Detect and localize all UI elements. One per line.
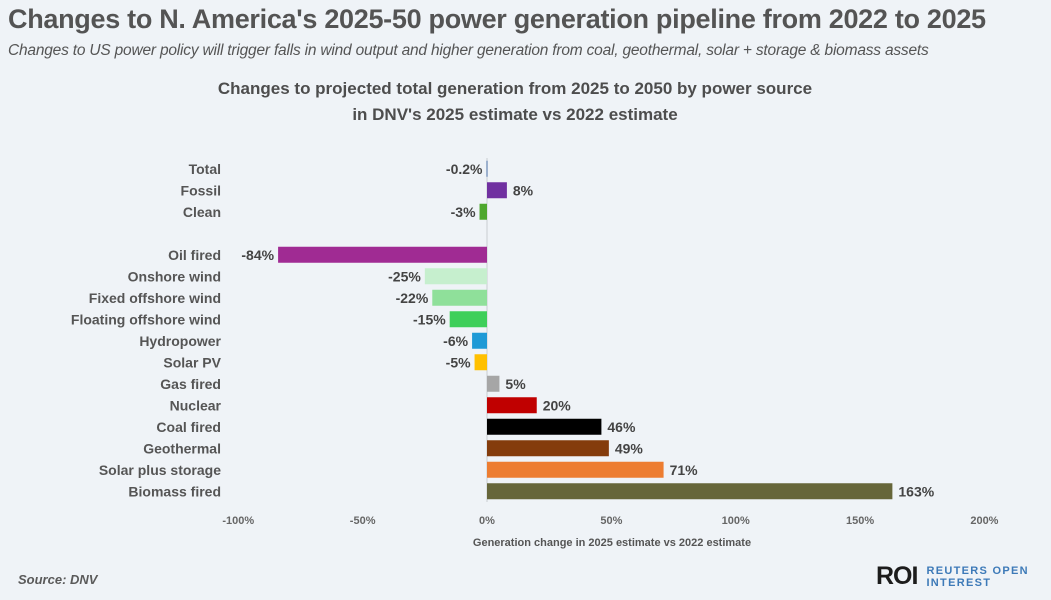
x-ticks-group: -100% -50% 0% 50% 100% 150% 200%	[222, 515, 998, 527]
value-labels-group: -0.2% 8% -3% -84% -25% -22% -15% -6% -5% 5% 20% 46%…	[241, 161, 934, 500]
data-label: 5%	[505, 376, 526, 392]
bar	[449, 311, 487, 328]
bar	[487, 440, 609, 457]
category-label: Oil fired	[168, 247, 221, 263]
data-label: -84%	[241, 247, 274, 263]
logo-line-1: REUTERS OPEN	[926, 564, 1029, 577]
x-axis-title: Generation change in 2025 estimate vs 20…	[473, 537, 751, 549]
bar	[487, 483, 893, 500]
x-tick-label: 200%	[970, 515, 998, 527]
logo-line-2: INTEREST	[926, 576, 992, 589]
category-label: Onshore wind	[128, 268, 221, 284]
category-label: Total	[189, 161, 221, 177]
category-label: Solar PV	[163, 354, 221, 370]
category-label: Solar plus storage	[99, 462, 221, 478]
chart-subtitle: in DNV's 2025 estimate vs 2022 estimate	[352, 105, 678, 124]
data-label: -5%	[446, 354, 471, 370]
bar	[278, 246, 487, 263]
data-label: 46%	[607, 419, 636, 435]
data-label: -22%	[396, 290, 429, 306]
x-tick-label: 100%	[722, 515, 750, 527]
data-label: -25%	[388, 268, 421, 284]
category-label: Gas fired	[160, 376, 221, 392]
x-tick-label: 0%	[479, 515, 495, 527]
category-label: Fixed offshore wind	[89, 290, 221, 306]
source-note: Source: DNV	[18, 572, 98, 587]
bar	[487, 182, 507, 199]
data-label: 71%	[670, 462, 699, 478]
page-subtitle: Changes to US power policy will trigger …	[8, 42, 929, 59]
chart-title-block: Changes to projected total generation fr…	[0, 76, 1030, 128]
data-label: 163%	[898, 483, 934, 499]
logo-text: REUTERS OPEN INTEREST	[926, 565, 1028, 589]
category-label: Nuclear	[170, 397, 222, 413]
x-tick-label: -100%	[222, 515, 254, 527]
category-label: Hydropower	[139, 333, 221, 349]
bar	[487, 397, 537, 414]
data-label: -15%	[413, 311, 446, 327]
bar	[472, 332, 487, 349]
data-label: 20%	[543, 397, 572, 413]
page-title: Changes to N. America's 2025-50 power ge…	[8, 4, 986, 34]
bar	[474, 354, 487, 371]
category-label: Fossil	[181, 182, 221, 198]
bar	[432, 289, 487, 306]
category-label: Geothermal	[143, 440, 221, 456]
data-label: -6%	[443, 333, 468, 349]
bar	[486, 160, 488, 177]
logo-mark: ROI	[876, 562, 918, 590]
category-label: Biomass fired	[128, 483, 221, 499]
data-label: 8%	[513, 182, 534, 198]
chart-title: Changes to projected total generation fr…	[217, 79, 813, 98]
x-tick-label: -50%	[350, 515, 376, 527]
roi-logo: ROI REUTERS OPEN INTEREST	[876, 562, 1029, 591]
category-label: Clean	[183, 204, 221, 220]
bar	[487, 375, 500, 392]
bar	[424, 268, 487, 285]
x-tick-label: 150%	[846, 515, 874, 527]
data-label: -3%	[451, 204, 476, 220]
data-label: 49%	[615, 440, 644, 456]
data-label: -0.2%	[446, 161, 483, 177]
category-label: Coal fired	[156, 419, 221, 435]
bars-group	[278, 158, 893, 502]
bar	[487, 418, 602, 435]
category-label: Floating offshore wind	[71, 311, 221, 327]
bar	[487, 461, 664, 478]
x-tick-label: 50%	[600, 515, 622, 527]
bar	[479, 203, 487, 220]
category-labels-group: Total Fossil Clean Oil fired Onshore wind Fix…	[71, 161, 222, 500]
